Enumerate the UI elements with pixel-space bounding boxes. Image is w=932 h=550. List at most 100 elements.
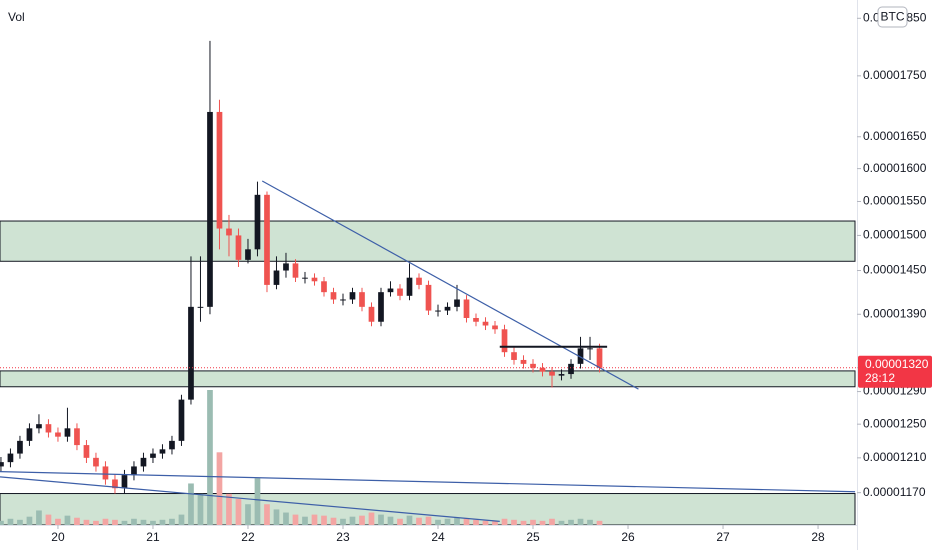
volume-bar <box>501 518 508 525</box>
currency-badge[interactable] <box>877 6 908 28</box>
volume-bar <box>55 518 61 525</box>
candle-body <box>283 263 289 271</box>
volume-bar <box>121 520 128 525</box>
volume-bar <box>511 519 517 525</box>
candle-body <box>17 440 23 454</box>
candle-body <box>368 306 375 322</box>
candle-body <box>549 371 555 376</box>
candle-body <box>359 292 365 307</box>
candle-body <box>558 374 565 376</box>
countdown-label: 28:12 <box>865 371 895 385</box>
candle-body <box>169 440 175 450</box>
candle-body <box>273 270 280 285</box>
candle-body <box>226 228 232 236</box>
volume-bar <box>321 515 327 525</box>
volume-bar <box>216 452 223 525</box>
y-tick-label: 0.00001450 <box>863 263 927 277</box>
candle-body <box>587 348 593 350</box>
volume-bar <box>178 514 185 525</box>
volume-bar <box>150 520 156 525</box>
candle-body <box>568 363 574 375</box>
candle-body <box>435 310 441 312</box>
volume-bar <box>102 518 109 525</box>
volume-bar <box>340 518 346 525</box>
volume-bar <box>45 514 52 525</box>
volume-bar <box>539 520 546 525</box>
y-tick-label: 0.00001170 <box>863 485 926 499</box>
volume-bar <box>7 518 14 525</box>
candle-body <box>140 457 147 467</box>
candle-body <box>112 479 118 489</box>
volume-bar <box>292 514 299 525</box>
volume-bar <box>359 515 365 525</box>
candle-body <box>349 292 356 300</box>
volume-bar <box>444 518 451 525</box>
candle-body <box>159 449 166 454</box>
candle-body <box>188 306 194 400</box>
volume-bar <box>473 519 479 525</box>
volume-bar <box>530 519 536 525</box>
volume-bar <box>74 517 80 525</box>
candle-body <box>454 299 460 307</box>
volume-bar <box>302 516 308 525</box>
currency-label[interactable]: BTC <box>881 10 905 24</box>
x-tick-label: 24 <box>431 530 445 544</box>
candle-body <box>235 235 242 260</box>
y-tick-label: 0.00001650 <box>863 129 927 143</box>
volume-bar <box>425 516 432 525</box>
candle-body <box>577 348 584 364</box>
volume-bar <box>235 499 242 525</box>
volume-bar <box>254 478 261 525</box>
zone <box>0 370 856 388</box>
current-price-label: 0.00001320 <box>865 357 929 371</box>
volume-bar <box>454 517 460 525</box>
candle-body <box>492 325 498 330</box>
volume-bar <box>349 516 356 525</box>
candle-body <box>102 466 109 480</box>
candle-body <box>406 277 413 296</box>
volume-bar <box>463 518 470 525</box>
volume-bar <box>112 519 118 525</box>
candle-body <box>36 424 42 429</box>
candle-body <box>302 277 308 279</box>
volume-bar <box>549 518 555 525</box>
candle-body <box>330 292 337 300</box>
volume-bar <box>311 514 318 525</box>
volume-bar <box>596 520 603 525</box>
candle-body <box>83 445 90 458</box>
volume-bar <box>435 519 441 525</box>
volume-bar <box>568 519 574 525</box>
volume-bar <box>83 519 90 525</box>
volume-bar <box>207 390 213 525</box>
volume-bar <box>188 483 194 525</box>
volume-bar <box>226 493 232 525</box>
y-tick-label: 0.00001750 <box>863 68 927 82</box>
volume-bar <box>577 518 584 525</box>
volume-bar <box>245 504 251 525</box>
candle-body <box>55 432 61 437</box>
volume-bar <box>283 512 289 525</box>
volume-bar <box>273 509 280 525</box>
candle-body <box>425 284 432 311</box>
current-price-tag <box>858 355 932 388</box>
candle-body <box>520 359 527 364</box>
candle-body <box>264 194 270 285</box>
y-tick-label: 0.00001390 <box>863 306 927 320</box>
candle-body <box>121 475 128 489</box>
candle-body <box>292 263 299 278</box>
candle-body <box>197 306 204 308</box>
candle-body <box>501 329 508 353</box>
candle-body <box>64 428 71 437</box>
volume-bar <box>558 520 565 525</box>
volume-bar <box>131 518 137 525</box>
x-tick-label: 23 <box>336 530 350 544</box>
volume-bar <box>416 517 422 525</box>
candle-body <box>482 321 489 326</box>
candle-body <box>26 428 33 441</box>
candle-body <box>131 466 137 476</box>
volume-bar <box>397 518 403 525</box>
y-tick-label: 0.00001250 <box>863 416 927 430</box>
